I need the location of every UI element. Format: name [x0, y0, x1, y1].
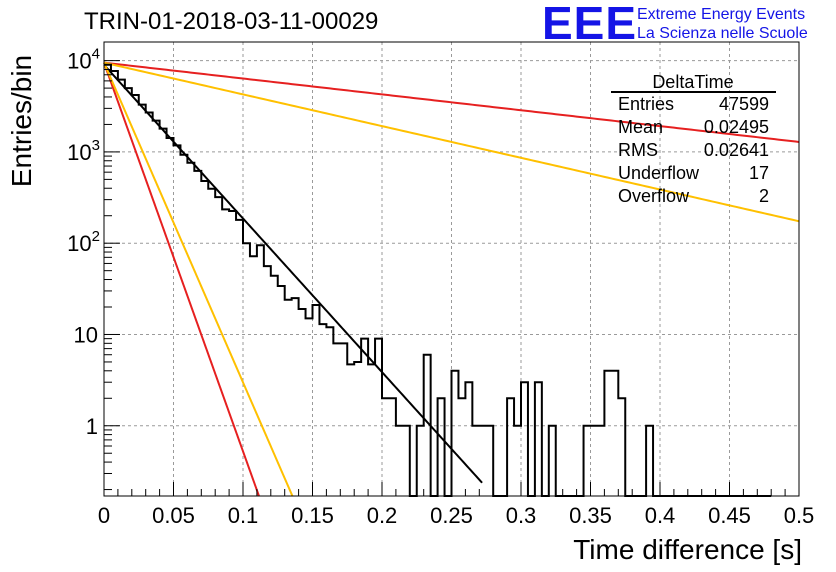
histogram-bin — [396, 426, 403, 496]
histogram-bin — [215, 197, 222, 496]
y-tick-label: 102 — [67, 228, 100, 256]
x-tick-label: 0.5 — [784, 503, 815, 528]
histogram-bin — [382, 398, 389, 496]
x-tick-label: 0.45 — [708, 503, 751, 528]
histogram-bin — [264, 266, 271, 496]
chart-title: TRIN-01-2018-03-11-00029 — [84, 8, 379, 35]
histogram-bin — [507, 398, 514, 496]
axis-ticks: 0 0.05 0.1 0.15 0.2 0.25 0.3 0.35 0.4 0.45 0.5 1 10 1… — [67, 46, 814, 528]
fit-curve-3 — [103, 61, 800, 143]
y-tick-label: 1 — [86, 414, 98, 439]
histogram-bin — [458, 398, 465, 496]
histogram-bin — [285, 300, 292, 496]
histogram-bin — [597, 426, 604, 496]
histogram-bin — [521, 382, 528, 496]
y-tick-label: 103 — [67, 137, 100, 165]
fit-curve-2 — [103, 62, 294, 497]
histogram-bin — [125, 88, 132, 496]
fit-curve-4 — [103, 61, 800, 223]
histogram-bin — [368, 364, 375, 496]
histogram-bin — [486, 426, 493, 496]
histogram-bin — [389, 398, 396, 496]
x-axis-label: Time difference [s] — [573, 534, 802, 565]
histogram-bin — [479, 426, 486, 496]
histogram-bin — [111, 71, 118, 496]
histogram-bin — [604, 371, 611, 496]
histogram-bin — [375, 339, 382, 496]
x-tick-label: 0.2 — [367, 503, 398, 528]
histogram-bin — [584, 426, 591, 496]
histogram-bin — [250, 256, 257, 496]
histogram-bin — [535, 382, 542, 496]
histogram-bin — [333, 343, 340, 496]
histogram-bin — [465, 382, 472, 496]
stats-title: DeltaTime — [652, 72, 733, 92]
logo-line-2: La Scienza nelle Scuole — [637, 25, 808, 42]
histogram-bin — [299, 309, 306, 496]
histogram-bin — [452, 371, 459, 496]
stats-label: Mean — [618, 117, 663, 137]
stats-value: 47599 — [719, 94, 769, 114]
y-tick-label: 10 — [74, 322, 98, 347]
stats-label: RMS — [618, 140, 658, 160]
x-tick-label: 0.15 — [291, 503, 334, 528]
histogram — [104, 63, 772, 497]
histogram-bin — [354, 362, 361, 496]
stats-label: Entries — [618, 94, 674, 114]
histogram-bin — [417, 426, 424, 496]
stats-value: 0.02495 — [704, 117, 769, 137]
histogram-outline — [104, 63, 772, 497]
histogram-bin — [222, 209, 229, 496]
x-tick-label: 0.3 — [506, 503, 537, 528]
histogram-bin — [438, 398, 445, 496]
histogram-bin — [118, 80, 125, 496]
histogram-bin — [319, 324, 326, 496]
histogram-bin — [403, 426, 410, 496]
histogram-bin — [187, 163, 194, 496]
histogram-bin — [591, 426, 598, 496]
histogram-bin — [618, 398, 625, 496]
histogram-bin — [257, 245, 264, 496]
histogram-bin — [347, 364, 354, 496]
histogram-bin — [174, 145, 181, 496]
histogram-bin — [271, 276, 278, 496]
histogram-bin — [292, 298, 299, 496]
logo-text: EEE — [542, 0, 638, 49]
histogram-bin — [306, 318, 313, 496]
histogram-bin — [514, 426, 521, 496]
fit-curve-1 — [103, 62, 260, 497]
x-tick-label: 0.1 — [228, 503, 259, 528]
histogram-bin — [361, 339, 368, 496]
x-tick-label: 0 — [98, 503, 110, 528]
histogram-bin — [646, 426, 653, 496]
histogram-bin — [340, 343, 347, 496]
histogram-bin — [160, 129, 167, 496]
x-tick-label: 0.4 — [645, 503, 676, 528]
histogram-bin — [104, 65, 111, 496]
histogram-bin — [611, 371, 618, 496]
stats-value: 0.02641 — [704, 140, 769, 160]
y-tick-label: 104 — [67, 46, 100, 74]
stats-label: Overflow — [618, 186, 690, 206]
stats-value: 17 — [749, 163, 769, 183]
fit-curves — [103, 61, 800, 497]
histogram-bin — [180, 155, 187, 496]
histogram-bin — [167, 138, 174, 496]
logo-line-1: Extreme Energy Events — [637, 6, 806, 23]
x-tick-label: 0.05 — [152, 503, 195, 528]
histogram-bin — [208, 189, 215, 496]
x-tick-label: 0.35 — [569, 503, 612, 528]
histogram-bin — [472, 426, 479, 496]
stats-label: Underflow — [618, 163, 700, 183]
histogram-bin — [326, 327, 333, 496]
histogram-bin — [549, 426, 556, 496]
fit-curve-0 — [103, 64, 483, 484]
stats-value: 2 — [759, 186, 769, 206]
x-tick-label: 0.25 — [430, 503, 473, 528]
histogram-bin — [313, 305, 320, 496]
histogram-bin — [236, 220, 243, 496]
